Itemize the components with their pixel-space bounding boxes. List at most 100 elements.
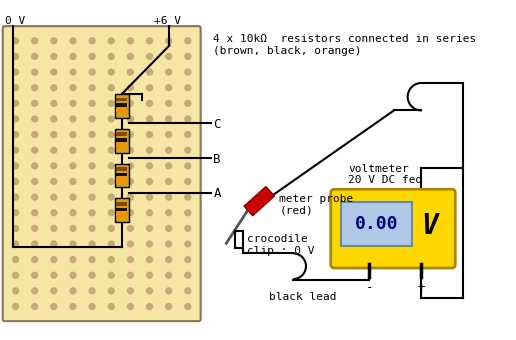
- Circle shape: [13, 38, 19, 44]
- Circle shape: [185, 288, 191, 294]
- Circle shape: [32, 241, 38, 247]
- Text: V: V: [421, 212, 438, 240]
- Text: +: +: [417, 281, 425, 294]
- Circle shape: [89, 132, 95, 137]
- Circle shape: [51, 85, 57, 91]
- Text: 0 V: 0 V: [5, 16, 25, 26]
- Bar: [116, 207, 127, 211]
- Circle shape: [147, 116, 152, 122]
- Circle shape: [166, 116, 172, 122]
- Circle shape: [32, 100, 38, 106]
- Circle shape: [32, 178, 38, 184]
- Circle shape: [13, 85, 19, 91]
- Circle shape: [147, 38, 152, 44]
- Circle shape: [166, 241, 172, 247]
- Circle shape: [185, 85, 191, 91]
- Circle shape: [89, 257, 95, 262]
- Text: 0.00: 0.00: [355, 215, 398, 233]
- Circle shape: [70, 147, 76, 153]
- Circle shape: [89, 272, 95, 278]
- Circle shape: [32, 304, 38, 309]
- Circle shape: [13, 53, 19, 60]
- Circle shape: [127, 210, 133, 216]
- Circle shape: [147, 241, 152, 247]
- Circle shape: [185, 272, 191, 278]
- Circle shape: [70, 53, 76, 60]
- Circle shape: [185, 116, 191, 122]
- Circle shape: [51, 241, 57, 247]
- Circle shape: [147, 132, 152, 137]
- Circle shape: [51, 194, 57, 200]
- Circle shape: [32, 225, 38, 231]
- Circle shape: [70, 69, 76, 75]
- Bar: [116, 173, 127, 176]
- Circle shape: [13, 69, 19, 75]
- Circle shape: [108, 53, 114, 60]
- Circle shape: [108, 69, 114, 75]
- Bar: [115, 164, 129, 187]
- Circle shape: [32, 38, 38, 44]
- Text: -: -: [365, 281, 373, 294]
- Circle shape: [127, 288, 133, 294]
- Circle shape: [89, 85, 95, 91]
- Circle shape: [127, 241, 133, 247]
- Text: voltmeter
20 V DC fed: voltmeter 20 V DC fed: [348, 164, 423, 185]
- Circle shape: [108, 132, 114, 137]
- Circle shape: [108, 288, 114, 294]
- Circle shape: [127, 225, 133, 231]
- Circle shape: [89, 288, 95, 294]
- Circle shape: [89, 116, 95, 122]
- Circle shape: [51, 304, 57, 309]
- Circle shape: [13, 210, 19, 216]
- Circle shape: [108, 210, 114, 216]
- Circle shape: [51, 178, 57, 184]
- Circle shape: [70, 288, 76, 294]
- Circle shape: [147, 85, 152, 91]
- Circle shape: [70, 85, 76, 91]
- Circle shape: [127, 85, 133, 91]
- Circle shape: [166, 38, 172, 44]
- Circle shape: [166, 100, 172, 106]
- Circle shape: [166, 178, 172, 184]
- Circle shape: [108, 100, 114, 106]
- Circle shape: [89, 304, 95, 309]
- Circle shape: [51, 69, 57, 75]
- Bar: [115, 199, 129, 222]
- Circle shape: [185, 257, 191, 262]
- Circle shape: [185, 178, 191, 184]
- Circle shape: [108, 85, 114, 91]
- Circle shape: [89, 38, 95, 44]
- Circle shape: [108, 194, 114, 200]
- Circle shape: [32, 288, 38, 294]
- Circle shape: [185, 210, 191, 216]
- Circle shape: [185, 194, 191, 200]
- Text: C: C: [214, 118, 221, 131]
- Circle shape: [108, 147, 114, 153]
- Circle shape: [13, 194, 19, 200]
- Circle shape: [13, 272, 19, 278]
- Circle shape: [108, 178, 114, 184]
- Bar: [235, 232, 243, 248]
- Circle shape: [147, 53, 152, 60]
- Circle shape: [185, 147, 191, 153]
- Circle shape: [70, 241, 76, 247]
- Bar: [116, 133, 127, 136]
- Circle shape: [127, 178, 133, 184]
- Circle shape: [13, 288, 19, 294]
- Bar: [341, 202, 412, 246]
- Circle shape: [13, 241, 19, 247]
- Circle shape: [13, 116, 19, 122]
- Circle shape: [147, 194, 152, 200]
- Circle shape: [51, 38, 57, 44]
- Circle shape: [51, 210, 57, 216]
- Circle shape: [166, 85, 172, 91]
- Circle shape: [13, 178, 19, 184]
- Circle shape: [127, 38, 133, 44]
- Circle shape: [147, 288, 152, 294]
- Circle shape: [70, 132, 76, 137]
- Circle shape: [108, 304, 114, 309]
- Circle shape: [70, 257, 76, 262]
- FancyBboxPatch shape: [331, 189, 455, 268]
- Bar: [116, 138, 127, 141]
- Circle shape: [147, 304, 152, 309]
